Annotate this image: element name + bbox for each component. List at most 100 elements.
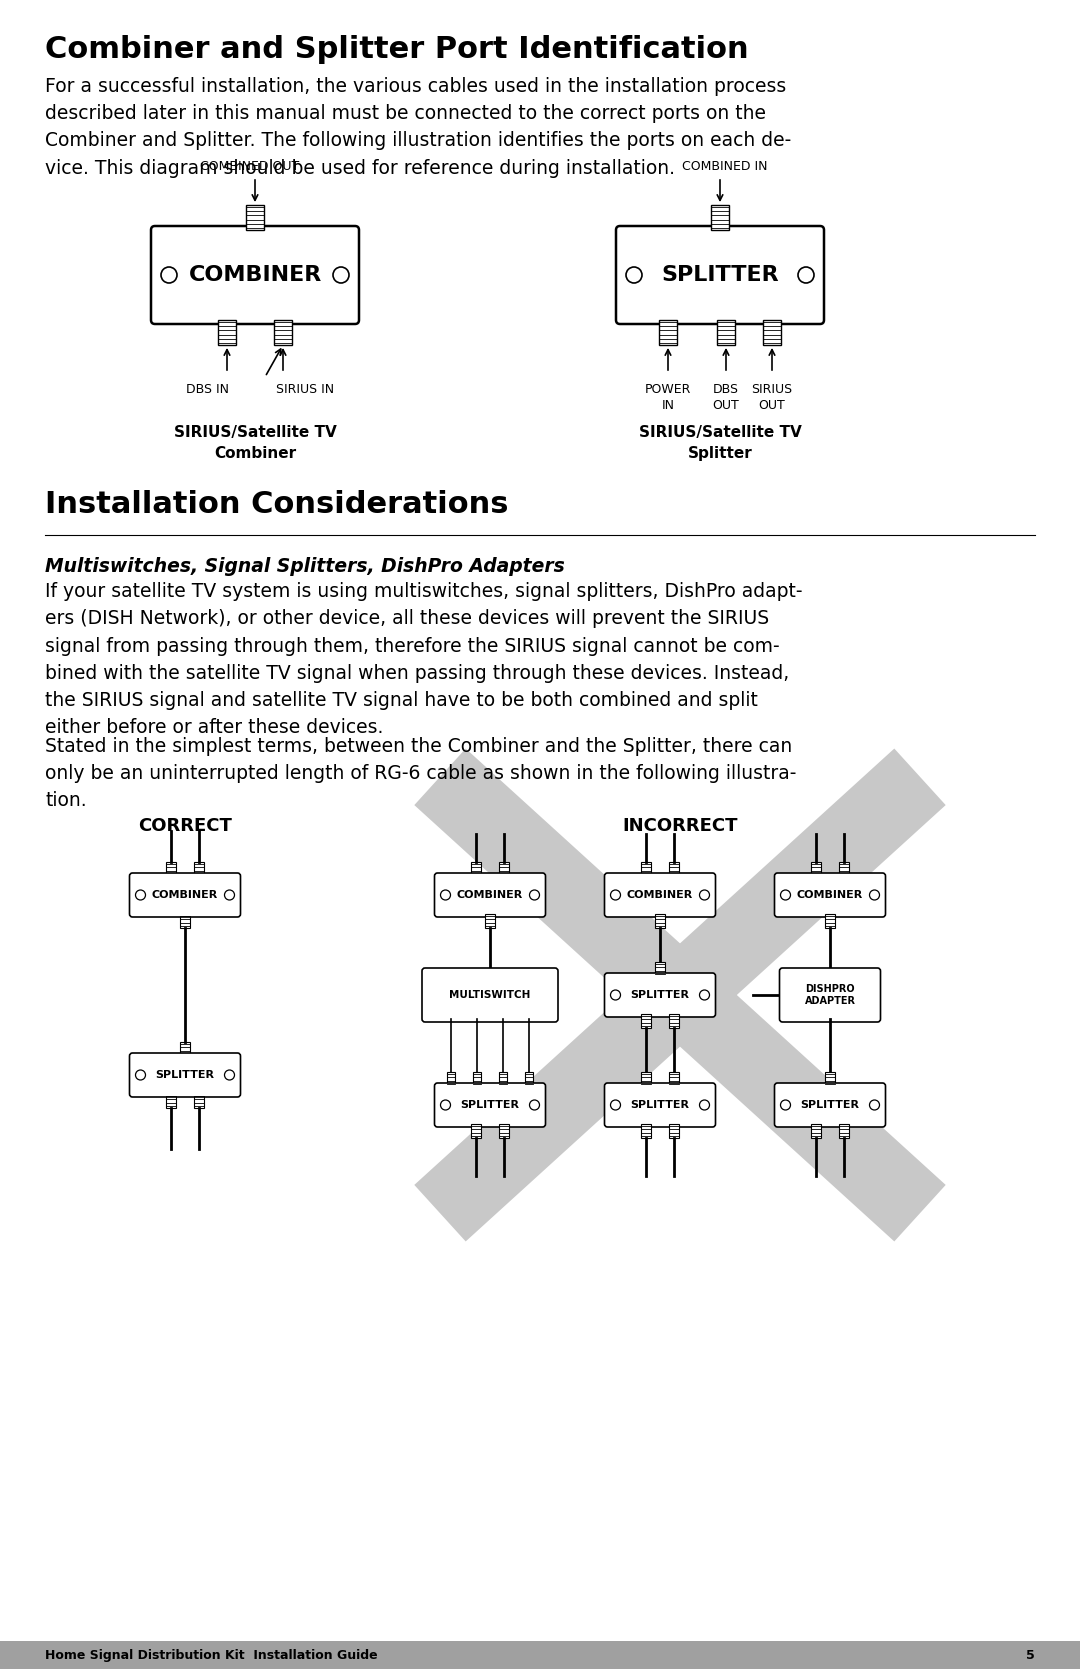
Circle shape (441, 1100, 450, 1110)
Text: Home Signal Distribution Kit  Installation Guide: Home Signal Distribution Kit Installatio… (45, 1649, 378, 1662)
Bar (825, 915, 835, 928)
Text: MULTISWITCH: MULTISWITCH (449, 990, 530, 1000)
Bar (246, 205, 264, 230)
FancyBboxPatch shape (605, 873, 715, 916)
Bar (499, 1071, 507, 1087)
Text: SPLITTER: SPLITTER (800, 1100, 860, 1110)
Text: SPLITTER: SPLITTER (631, 990, 689, 1000)
Circle shape (529, 1100, 540, 1110)
Text: CORRECT: CORRECT (138, 818, 232, 834)
FancyBboxPatch shape (605, 1083, 715, 1127)
FancyBboxPatch shape (780, 968, 880, 1021)
Text: SIRIUS/Satellite TV
Combiner: SIRIUS/Satellite TV Combiner (174, 426, 336, 461)
Bar (499, 861, 509, 876)
Text: COMBINER: COMBINER (188, 265, 322, 285)
Text: SIRIUS/Satellite TV
Splitter: SIRIUS/Satellite TV Splitter (638, 426, 801, 461)
Circle shape (529, 890, 540, 900)
Circle shape (610, 1100, 621, 1110)
Circle shape (700, 1100, 710, 1110)
Circle shape (700, 890, 710, 900)
Circle shape (225, 1070, 234, 1080)
Bar (471, 1123, 481, 1138)
Bar (825, 1071, 835, 1087)
Bar (274, 320, 292, 345)
Text: DBS IN: DBS IN (186, 382, 229, 396)
Bar (669, 1123, 679, 1138)
Bar (0, 1641, 1080, 1669)
Text: For a successful installation, the various cables used in the installation proce: For a successful installation, the vario… (45, 77, 792, 179)
FancyBboxPatch shape (434, 1083, 545, 1127)
Bar (659, 320, 677, 345)
Text: SPLITTER: SPLITTER (156, 1070, 215, 1080)
Bar (839, 1123, 849, 1138)
Bar (471, 861, 481, 876)
Circle shape (610, 990, 621, 1000)
Bar (839, 861, 849, 876)
FancyBboxPatch shape (130, 873, 241, 916)
Bar (166, 1093, 176, 1108)
Text: Combiner and Splitter Port Identification: Combiner and Splitter Port Identificatio… (45, 35, 748, 63)
Circle shape (781, 1100, 791, 1110)
Bar (811, 861, 821, 876)
Circle shape (781, 890, 791, 900)
FancyBboxPatch shape (434, 873, 545, 916)
Circle shape (441, 890, 450, 900)
Circle shape (135, 1070, 146, 1080)
Text: COMBINER: COMBINER (457, 890, 523, 900)
Text: COMBINER: COMBINER (626, 890, 693, 900)
Bar (447, 1071, 455, 1087)
Bar (218, 320, 237, 345)
Bar (194, 861, 204, 876)
Bar (711, 205, 729, 230)
Bar (642, 861, 651, 876)
Circle shape (798, 267, 814, 284)
Text: POWER
IN: POWER IN (645, 382, 691, 412)
FancyBboxPatch shape (774, 1083, 886, 1127)
FancyBboxPatch shape (130, 1053, 241, 1097)
Text: DISHPRO
ADAPTER: DISHPRO ADAPTER (805, 985, 855, 1006)
Bar (762, 320, 781, 345)
Text: 5: 5 (1026, 1649, 1035, 1662)
Bar (642, 1015, 651, 1028)
Text: Installation Considerations: Installation Considerations (45, 491, 509, 519)
Text: SIRIUS IN: SIRIUS IN (275, 382, 334, 396)
Circle shape (225, 890, 234, 900)
FancyBboxPatch shape (616, 225, 824, 324)
Bar (642, 1071, 651, 1087)
Text: SPLITTER: SPLITTER (460, 1100, 519, 1110)
Bar (654, 961, 665, 976)
Text: INCORRECT: INCORRECT (622, 818, 738, 834)
Circle shape (869, 890, 879, 900)
Bar (654, 915, 665, 928)
Bar (473, 1071, 481, 1087)
Text: Stated in the simplest terms, between the Combiner and the Splitter, there can
o: Stated in the simplest terms, between th… (45, 738, 796, 811)
Circle shape (610, 890, 621, 900)
Text: COMBINED OUT: COMBINED OUT (200, 160, 299, 174)
FancyBboxPatch shape (774, 873, 886, 916)
Bar (717, 320, 735, 345)
Bar (194, 1093, 204, 1108)
Bar (499, 1123, 509, 1138)
Text: If your satellite TV system is using multiswitches, signal splitters, DishPro ad: If your satellite TV system is using mul… (45, 582, 802, 738)
Circle shape (700, 990, 710, 1000)
Text: COMBINER: COMBINER (797, 890, 863, 900)
Bar (642, 1123, 651, 1138)
Bar (669, 1071, 679, 1087)
FancyBboxPatch shape (422, 968, 558, 1021)
Circle shape (135, 890, 146, 900)
Bar (669, 1015, 679, 1028)
Bar (180, 1041, 190, 1056)
Text: SPLITTER: SPLITTER (631, 1100, 689, 1110)
Text: SIRIUS
OUT: SIRIUS OUT (752, 382, 793, 412)
Circle shape (333, 267, 349, 284)
FancyBboxPatch shape (605, 973, 715, 1016)
Text: COMBINED IN: COMBINED IN (681, 160, 768, 174)
Circle shape (161, 267, 177, 284)
Text: Multiswitches, Signal Splitters, DishPro Adapters: Multiswitches, Signal Splitters, DishPro… (45, 557, 565, 576)
Bar (811, 1123, 821, 1138)
Circle shape (626, 267, 642, 284)
Bar (525, 1071, 534, 1087)
Bar (669, 861, 679, 876)
Bar (166, 861, 176, 876)
Circle shape (869, 1100, 879, 1110)
